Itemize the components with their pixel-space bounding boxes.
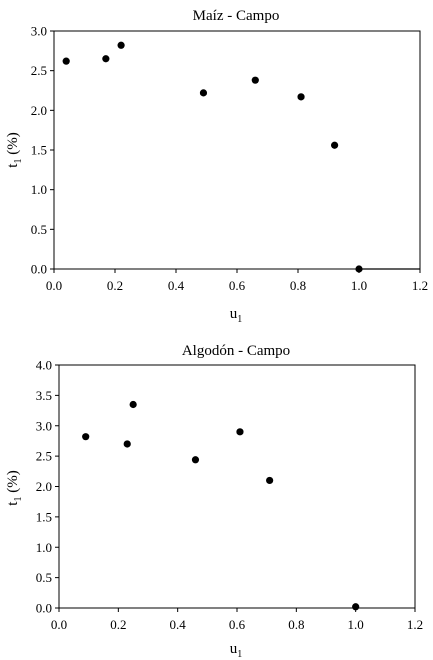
chart-2-x-label-sub: 1 bbox=[237, 649, 242, 660]
chart-1-x-tick-label: 0.2 bbox=[107, 278, 123, 293]
chart-2-y-axis: 0.0 0.5 1.0 1.5 2.0 2.5 3.0 3.5 4.0 bbox=[36, 358, 59, 616]
chart-2-y-tick-label: 4.0 bbox=[36, 358, 52, 373]
chart-2-data-point bbox=[129, 400, 137, 409]
chart-2-x-axis-label: u1 bbox=[230, 641, 243, 660]
chart-2-y-tick-label: 2.5 bbox=[36, 449, 52, 464]
chart-2-data-point bbox=[191, 456, 200, 464]
chart-2-data-point bbox=[82, 433, 90, 441]
chart-2-x-tick-label: 1.2 bbox=[407, 617, 423, 632]
chart-algodon-campo: Algodón - Campo 0.0 0.5 1.0 1.5 2.0 2.5 3.0 3.5… bbox=[5, 343, 423, 660]
chart-2-x-tick-label: 0.2 bbox=[110, 617, 126, 632]
chart-1-y-tick-label: 2.5 bbox=[31, 63, 47, 78]
chart-2-plot-frame bbox=[58, 364, 416, 609]
chart-1-data-point bbox=[355, 265, 363, 273]
chart-2-x-tick-label: 0.6 bbox=[229, 617, 246, 632]
chart-1-x-label-sub: 1 bbox=[237, 314, 242, 325]
chart-1-y-label-rest: (%) bbox=[5, 132, 21, 158]
chart-2-y-label-rest: (%) bbox=[5, 470, 21, 496]
chart-1-title: Maíz - Campo bbox=[193, 8, 280, 24]
chart-1-data-point bbox=[251, 76, 259, 84]
chart-2-y-tick-label: 3.5 bbox=[36, 388, 52, 403]
chart-2-points bbox=[82, 400, 360, 611]
chart-2-x-tick-label: 1.0 bbox=[348, 617, 364, 632]
chart-1-x-axis-label: u1 bbox=[230, 306, 243, 325]
chart-2-y-tick-label: 2.0 bbox=[36, 479, 52, 494]
chart-2-x-tick-label: 0.4 bbox=[170, 617, 187, 632]
chart-1-data-point bbox=[117, 41, 125, 49]
chart-1-points bbox=[62, 41, 363, 273]
chart-1-x-tick-label: 0.6 bbox=[229, 278, 246, 293]
chart-1-y-tick-label: 2.0 bbox=[31, 103, 47, 118]
chart-2-y-label-main: t bbox=[5, 501, 21, 506]
chart-1-y-label-main: t bbox=[5, 163, 21, 168]
chart-1-x-tick-label: 1.2 bbox=[412, 278, 428, 293]
chart-1-x-tick-label: 0.8 bbox=[290, 278, 306, 293]
chart-2-data-point bbox=[123, 440, 131, 448]
chart-2-y-tick-label: 3.0 bbox=[36, 418, 52, 433]
chart-1-data-point bbox=[297, 93, 305, 101]
chart-1-data-point bbox=[199, 89, 208, 97]
chart-1-y-tick-label: 0.5 bbox=[31, 222, 47, 237]
chart-1-plot-frame bbox=[53, 30, 421, 270]
chart-1-data-point bbox=[102, 55, 110, 63]
chart-2-y-tick-label: 0.5 bbox=[36, 570, 52, 585]
chart-maiz-campo: Maíz - Campo 0.00.51.01.52.02.53.0 0.0 0.… bbox=[5, 8, 428, 325]
chart-1-x-axis: 0.0 0.2 0.4 0.6 0.8 1.0 1.2 bbox=[46, 269, 428, 293]
chart-1-y-tick-label: 1.0 bbox=[31, 182, 47, 197]
chart-2-y-tick-label: 1.5 bbox=[36, 509, 52, 524]
chart-2-y-axis-label: t1 (%) bbox=[5, 470, 24, 505]
chart-1-y-tick-label: 1.5 bbox=[31, 143, 47, 158]
chart-2-data-point bbox=[266, 476, 274, 485]
chart-1-y-axis: 0.0 0.5 1.0 1.5 2.0 2.5 3.0 bbox=[31, 24, 54, 277]
chart-2-y-tick-label: 1.0 bbox=[36, 540, 52, 555]
chart-1-x-label-main: u bbox=[230, 306, 238, 322]
chart-2-y-label-sub: 1 bbox=[13, 497, 24, 502]
chart-1-y-tick-label: 3.0 bbox=[31, 24, 47, 39]
chart-1-x-tick-label: 1.0 bbox=[351, 278, 367, 293]
chart-1-y-label-sub: 1 bbox=[13, 159, 24, 164]
chart-2-x-tick-label: 0.8 bbox=[288, 617, 304, 632]
chart-2-x-axis: 0.0 0.2 0.4 0.6 0.8 1.0 1.2 bbox=[51, 608, 423, 632]
chart-1-data-point bbox=[331, 141, 339, 149]
chart-1-x-tick-label: 0.4 bbox=[168, 278, 185, 293]
chart-1-y-tick-label: 0.0 bbox=[31, 262, 47, 277]
chart-2-x-label-main: u bbox=[230, 641, 238, 657]
chart-2-x-tick-label: 0.0 bbox=[51, 617, 67, 632]
chart-1-x-tick-label: 0.0 bbox=[46, 278, 62, 293]
chart-1-y-axis-label: t1 (%) bbox=[5, 132, 24, 167]
chart-2-data-point bbox=[352, 603, 360, 611]
chart-2-y-tick-label: 0.0 bbox=[36, 601, 52, 616]
chart-1-data-point bbox=[62, 57, 70, 65]
chart-2-data-point bbox=[236, 428, 244, 436]
chart-2-title: Algodón - Campo bbox=[182, 343, 290, 359]
